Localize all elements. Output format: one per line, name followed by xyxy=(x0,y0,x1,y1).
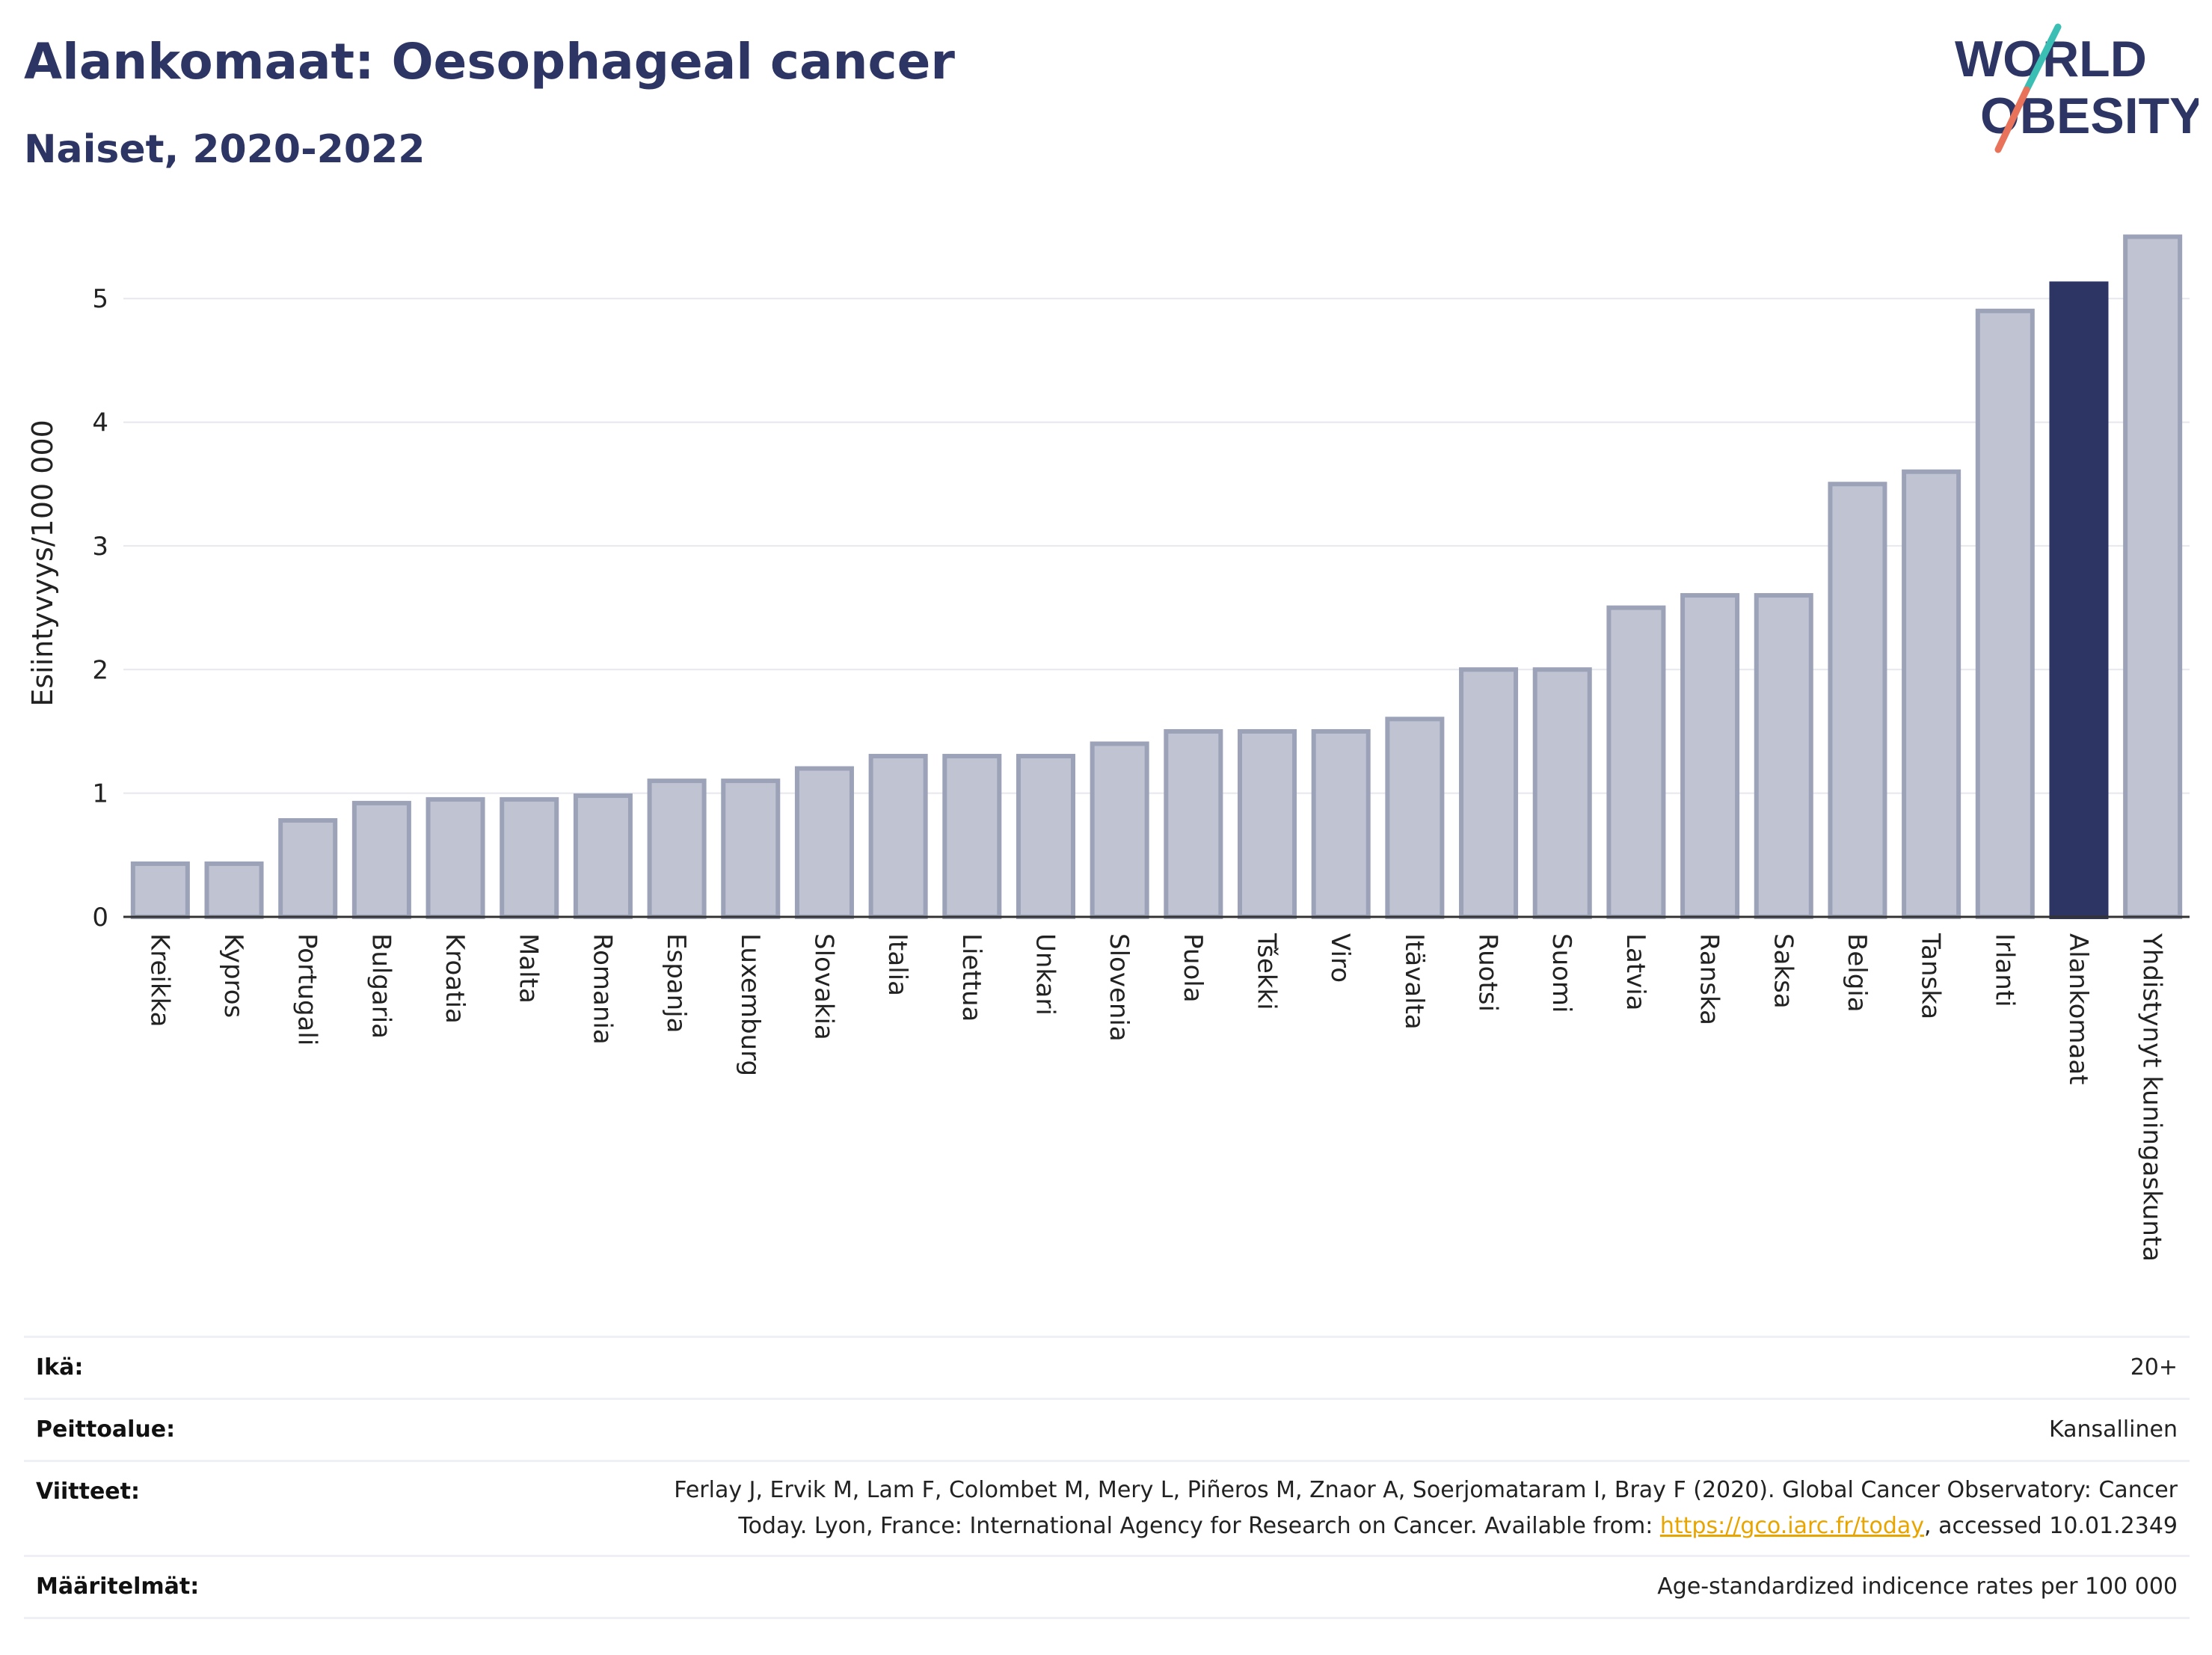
bar-kypros xyxy=(204,861,264,920)
bar-kroatia xyxy=(425,796,485,920)
x-tick-label: Yhdistynyt kuningaskunta xyxy=(2137,933,2167,1262)
y-tick-label: 2 xyxy=(92,655,108,685)
x-tick-label: Portugali xyxy=(292,933,322,1045)
bar-malta xyxy=(500,796,559,920)
x-tick-label: Bulgaria xyxy=(366,933,396,1039)
x-tick-label: Luxemburg xyxy=(735,933,765,1076)
bar-viro xyxy=(1311,728,1371,920)
bar-kreikka xyxy=(130,861,190,920)
x-tick-label: Puola xyxy=(1178,933,1208,1003)
bar-liettua xyxy=(942,754,1002,919)
y-tick-label: 0 xyxy=(92,903,108,933)
bar-suomi xyxy=(1532,667,1592,919)
x-tick-label: Saksa xyxy=(1768,933,1798,1009)
world-obesity-logo: WORLD OBESITY xyxy=(1944,22,2204,165)
y-axis-label: Esiintyvyys/100 000 xyxy=(26,420,59,707)
meta-row-references: Viitteet: Ferlay J, Ervik M, Lam F, Colo… xyxy=(24,1462,2190,1557)
bar-alankomaat xyxy=(2049,281,2109,920)
metadata-table: Ikä: 20+ Peittoalue: Kansallinen Viittee… xyxy=(24,1336,2190,1619)
x-tick-label: Suomi xyxy=(1546,933,1576,1013)
meta-refs-value: Ferlay J, Ervik M, Lam F, Colombet M, Me… xyxy=(674,1473,2178,1544)
x-tick-label: Belgia xyxy=(1842,933,1872,1013)
meta-coverage-value: Kansallinen xyxy=(2048,1416,2178,1443)
bar-tanska xyxy=(1902,469,1961,919)
y-tick-label: 3 xyxy=(92,532,108,562)
x-tick-label: Liettua xyxy=(956,933,986,1022)
meta-refs-label: Viitteet: xyxy=(36,1479,140,1505)
bar-ranska xyxy=(1680,593,1740,919)
bar-itävalta xyxy=(1385,716,1445,920)
meta-refs-line2: Today. Lyon, France: International Agenc… xyxy=(674,1508,2178,1544)
meta-defs-value: Age-standardized indicence rates per 100… xyxy=(1657,1573,2178,1600)
meta-row-age: Ikä: 20+ xyxy=(24,1338,2190,1400)
bar-slovakia xyxy=(794,766,854,919)
x-tick-label: Ranska xyxy=(1695,933,1724,1025)
bar-bulgaria xyxy=(351,800,411,920)
bar-chart: 0 1 2 3 4 5 Esiintyvyys/100 000 Kreikka Kypros Po… xyxy=(26,234,2190,1262)
x-tick-label: Latvia xyxy=(1620,933,1650,1011)
meta-age-value: 20+ xyxy=(2130,1354,2178,1381)
x-tick-label: Kypros xyxy=(218,933,248,1018)
bar-portugali xyxy=(278,818,338,920)
bar-ruotsi xyxy=(1459,667,1519,919)
bar-romania xyxy=(573,793,633,919)
x-tick-label: Espanja xyxy=(661,933,691,1033)
x-tick-label: Irlanti xyxy=(1989,933,2019,1007)
bar-puola xyxy=(1164,728,1223,920)
bar-italia xyxy=(868,754,928,919)
chart-subtitle: Naiset, 2020-2022 xyxy=(24,127,425,172)
x-tick-label: Slovakia xyxy=(808,933,838,1040)
bar-tšekki xyxy=(1238,728,1297,920)
y-tick-label: 4 xyxy=(92,408,108,438)
x-tick-label: Kreikka xyxy=(144,933,174,1028)
bar-saksa xyxy=(1754,593,1813,919)
bar-luxemburg xyxy=(721,779,781,920)
x-tick-label: Itävalta xyxy=(1399,933,1429,1030)
bar-slovenia xyxy=(1090,741,1149,919)
meta-refs-line1: Ferlay J, Ervik M, Lam F, Colombet M, Me… xyxy=(674,1477,2178,1503)
bar-espanja xyxy=(647,779,707,920)
x-tick-label: Slovenia xyxy=(1104,933,1134,1042)
y-tick-label: 1 xyxy=(92,779,108,809)
y-tick-label: 5 xyxy=(92,284,108,314)
x-tick-label: Tanska xyxy=(1916,933,1946,1019)
x-tick-label: Unkari xyxy=(1030,933,1060,1016)
x-tick-label: Ruotsi xyxy=(1473,933,1503,1012)
meta-refs-line2-pre: Today. Lyon, France: International Agenc… xyxy=(738,1513,1660,1539)
chart-title: Alankomaat: Oesophageal cancer xyxy=(24,33,955,90)
bar-belgia xyxy=(1828,482,1887,919)
x-tick-label: Malta xyxy=(514,933,544,1004)
meta-age-label: Ikä: xyxy=(36,1354,84,1381)
meta-defs-label: Määritelmät: xyxy=(36,1573,200,1600)
x-tick-label: Alankomaat xyxy=(2063,933,2093,1085)
bar-unkari xyxy=(1016,754,1075,919)
bar-yhdistynyt-kuningaskunta xyxy=(2123,234,2183,919)
x-tick-label: Italia xyxy=(882,933,912,996)
meta-row-definitions: Määritelmät: Age-standardized indicence … xyxy=(24,1557,2190,1619)
meta-row-coverage: Peittoalue: Kansallinen xyxy=(24,1400,2190,1462)
x-tick-label: Romania xyxy=(587,933,617,1045)
meta-refs-line2-post: , accessed 10.01.2349 xyxy=(1924,1513,2178,1539)
bar-irlanti xyxy=(1975,308,2035,919)
x-tick-label: Tšekki xyxy=(1252,933,1282,1010)
x-tick-label: Kroatia xyxy=(440,933,470,1024)
meta-coverage-label: Peittoalue: xyxy=(36,1416,176,1443)
gco-link[interactable]: https://gco.iarc.fr/today xyxy=(1659,1513,1925,1539)
bar-latvia xyxy=(1606,605,1666,919)
x-tick-label: Viro xyxy=(1325,933,1355,983)
